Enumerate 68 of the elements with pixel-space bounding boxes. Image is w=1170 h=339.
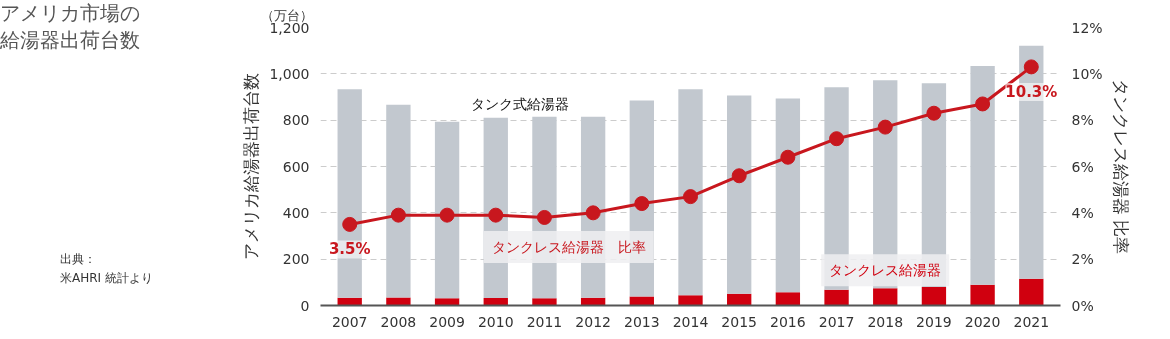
y2-tick-label: 4% <box>1071 204 1094 221</box>
x-tick-label: 2007 <box>331 313 368 330</box>
bar <box>678 295 703 306</box>
bar <box>337 297 362 306</box>
y2-tick-label: 0% <box>1071 297 1094 314</box>
point <box>1023 59 1039 75</box>
series-label: タンクレス給湯器 <box>829 262 942 279</box>
point <box>634 196 650 212</box>
y-axis-title: アメリカ給湯器出荷台数 <box>241 73 262 260</box>
x-tick-label: 2018 <box>867 313 904 330</box>
x-tick-label: 2010 <box>477 313 514 330</box>
y-tick-label: 200 <box>282 251 310 268</box>
point <box>390 207 406 223</box>
y-tick-label: 400 <box>282 204 310 221</box>
bar <box>970 284 995 306</box>
bar <box>386 297 411 306</box>
point <box>683 189 698 205</box>
y-tick-label: 0 <box>300 297 310 314</box>
x-tick-label: 2019 <box>916 313 952 330</box>
source-note: 出典： <box>60 252 96 266</box>
point <box>439 207 455 223</box>
point <box>829 131 845 147</box>
y-tick-label: 600 <box>282 158 310 175</box>
x-tick-label: 2009 <box>429 313 465 330</box>
bar <box>532 298 557 306</box>
y2-tick-label: 6% <box>1071 158 1094 175</box>
series-label: タンク式給湯器 <box>471 96 570 113</box>
point <box>585 205 601 221</box>
x-tick-label: 2011 <box>526 313 563 330</box>
y2-axis-title: タンクレス給湯器 比率 <box>1110 78 1131 255</box>
text: 米AHRI 統計より <box>60 271 153 286</box>
x-tick-label: 2021 <box>1013 313 1050 330</box>
data-label: 3.5% <box>328 240 371 259</box>
point <box>731 168 747 184</box>
point <box>342 216 358 232</box>
point <box>536 209 552 225</box>
bar <box>873 288 898 306</box>
y2-tick-label: 8% <box>1071 112 1094 129</box>
y-tick-label: 800 <box>282 112 310 129</box>
bar <box>629 296 654 306</box>
x-tick-label: 2017 <box>818 313 855 330</box>
x-tick-label: 2016 <box>770 313 806 330</box>
series-label: タンクレス給湯器 比率 <box>491 239 646 256</box>
y2-tick-label: 2% <box>1071 251 1094 268</box>
y-tick-label: 1,000 <box>269 65 310 82</box>
bar <box>727 293 752 306</box>
x-tick-label: 2012 <box>575 313 611 330</box>
bar <box>1019 278 1044 306</box>
text: アメリカ市場の給湯器出荷台数 <box>0 0 141 54</box>
point <box>975 96 991 112</box>
x-tick-label: 2014 <box>672 313 709 330</box>
data-label: 10.3% <box>1005 82 1058 101</box>
point <box>877 119 893 135</box>
bar <box>824 289 849 306</box>
x-tick-label: 2008 <box>380 313 417 330</box>
x-tick-label: 2015 <box>721 313 758 330</box>
x-tick-label: 2013 <box>624 313 660 330</box>
x-tick-label: 2020 <box>964 313 1001 330</box>
bar <box>921 286 947 306</box>
bar <box>483 298 508 306</box>
bar <box>434 298 460 306</box>
point <box>926 105 942 121</box>
y2-tick-label: 12% <box>1071 19 1103 36</box>
bar <box>775 292 801 306</box>
point <box>780 149 796 165</box>
y2-tick-label: 10% <box>1071 65 1103 82</box>
point <box>488 207 504 223</box>
bar <box>580 297 606 306</box>
